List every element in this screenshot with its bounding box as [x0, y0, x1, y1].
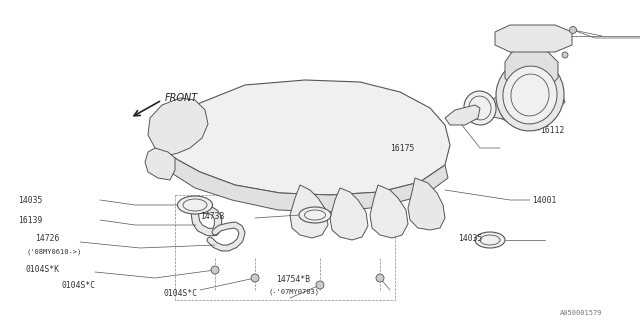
Circle shape — [211, 266, 219, 274]
Polygon shape — [495, 25, 572, 52]
Circle shape — [376, 274, 384, 282]
Polygon shape — [170, 80, 450, 195]
Ellipse shape — [475, 232, 505, 248]
Polygon shape — [445, 105, 480, 125]
Text: 0104S*E: 0104S*E — [509, 31, 543, 41]
Text: 14738: 14738 — [200, 212, 225, 220]
Circle shape — [570, 27, 577, 34]
Polygon shape — [290, 185, 328, 238]
Ellipse shape — [299, 207, 331, 223]
Polygon shape — [480, 88, 565, 120]
Ellipse shape — [503, 66, 557, 124]
Text: 0104S*C: 0104S*C — [163, 289, 197, 298]
Text: 0104S*K: 0104S*K — [25, 266, 59, 275]
Text: 16112: 16112 — [540, 125, 564, 134]
Text: 16139: 16139 — [18, 215, 42, 225]
Polygon shape — [170, 155, 448, 212]
Polygon shape — [370, 185, 408, 238]
Ellipse shape — [177, 196, 212, 214]
Polygon shape — [145, 148, 175, 180]
Text: 14754*B: 14754*B — [276, 276, 310, 284]
Polygon shape — [505, 48, 558, 92]
Ellipse shape — [464, 91, 496, 125]
Text: FRONT: FRONT — [165, 93, 198, 103]
Text: 14001: 14001 — [532, 196, 556, 204]
Text: 0104S*C: 0104S*C — [61, 281, 95, 290]
Text: 14035: 14035 — [18, 196, 42, 204]
Circle shape — [251, 274, 259, 282]
Polygon shape — [408, 178, 445, 230]
Polygon shape — [148, 98, 208, 155]
Ellipse shape — [496, 59, 564, 131]
Circle shape — [316, 281, 324, 289]
Text: (-'07MY0703): (-'07MY0703) — [268, 289, 319, 295]
Text: A050001579: A050001579 — [560, 310, 602, 316]
Polygon shape — [330, 188, 368, 240]
Text: 16175: 16175 — [390, 143, 414, 153]
Text: ('08MY0610->): ('08MY0610->) — [27, 249, 83, 255]
Circle shape — [562, 52, 568, 58]
Text: 14726: 14726 — [35, 234, 60, 243]
Text: 14035: 14035 — [458, 234, 483, 243]
